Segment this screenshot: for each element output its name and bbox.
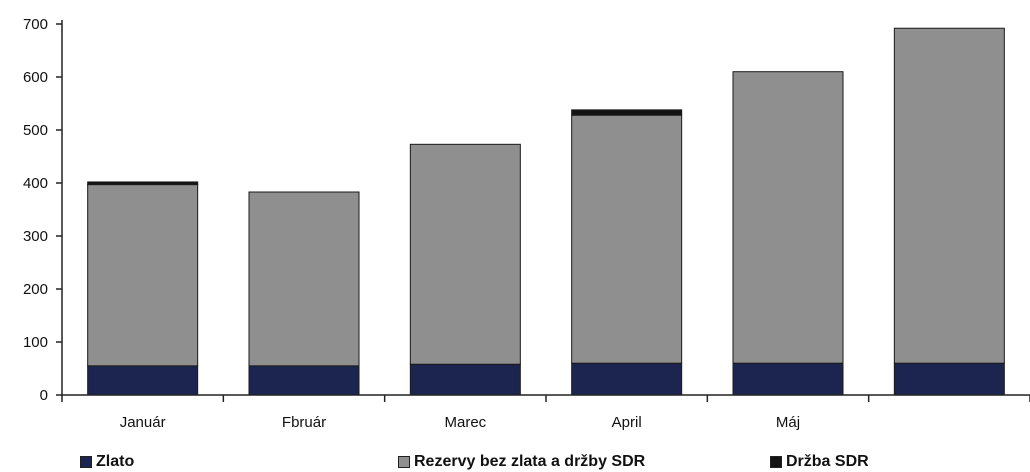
bar-segment-zlato xyxy=(732,362,844,396)
legend-item-rezervy: Rezervy bez zlata a držby SDR xyxy=(398,452,645,472)
legend-item-zlato: Zlato xyxy=(80,452,134,472)
x-category-label: Marec xyxy=(444,414,486,431)
legend-label-zlato: Zlato xyxy=(96,453,135,470)
y-axis: 0 100 200 300 400 500 600 700 xyxy=(23,16,63,404)
bar-segment-zlato xyxy=(571,362,683,396)
x-category-label: Fbruár xyxy=(282,414,326,431)
bar-segment-rezervy xyxy=(87,184,199,367)
legend-label-rezervy: Rezervy bez zlata a držby SDR xyxy=(414,453,646,470)
x-category-label: Máj xyxy=(776,414,800,431)
x-category-label: Január xyxy=(120,414,166,431)
y-tick-label: 300 xyxy=(23,228,48,245)
bar-segment-rezervy xyxy=(409,143,521,365)
y-tick-label: 200 xyxy=(23,281,48,298)
y-tick-label: 500 xyxy=(23,122,48,139)
y-tick-label: 100 xyxy=(23,334,48,351)
legend-item-drzba-sdr: Držba SDR xyxy=(770,452,869,472)
bar-segment-zlato xyxy=(893,362,1005,396)
bar-segment-drzba-sdr xyxy=(571,109,683,116)
y-tick-label: 600 xyxy=(23,69,48,86)
bar-segment-rezervy xyxy=(248,191,360,367)
bar-segment-zlato xyxy=(248,365,360,396)
bar-segment-rezervy xyxy=(893,27,1005,364)
bar-segment-rezervy xyxy=(732,71,844,364)
x-axis: Január Fbruár Marec April Máj xyxy=(61,394,1030,431)
bars xyxy=(87,27,1005,396)
legend-swatch-zlato xyxy=(80,456,92,468)
y-tick-label: 700 xyxy=(23,16,48,33)
y-tick-label: 400 xyxy=(23,175,48,192)
bar-segment-zlato xyxy=(87,365,199,396)
legend-label-drzba-sdr: Držba SDR xyxy=(786,453,869,470)
legend-swatch-drzba-sdr xyxy=(770,456,782,468)
bar-segment-zlato xyxy=(409,363,521,396)
x-category-label: April xyxy=(612,414,642,431)
bar-segment-drzba-sdr xyxy=(87,181,199,186)
bar-segment-rezervy xyxy=(571,114,683,364)
legend-swatch-rezervy xyxy=(398,456,410,468)
y-tick-label: 0 xyxy=(40,387,48,404)
